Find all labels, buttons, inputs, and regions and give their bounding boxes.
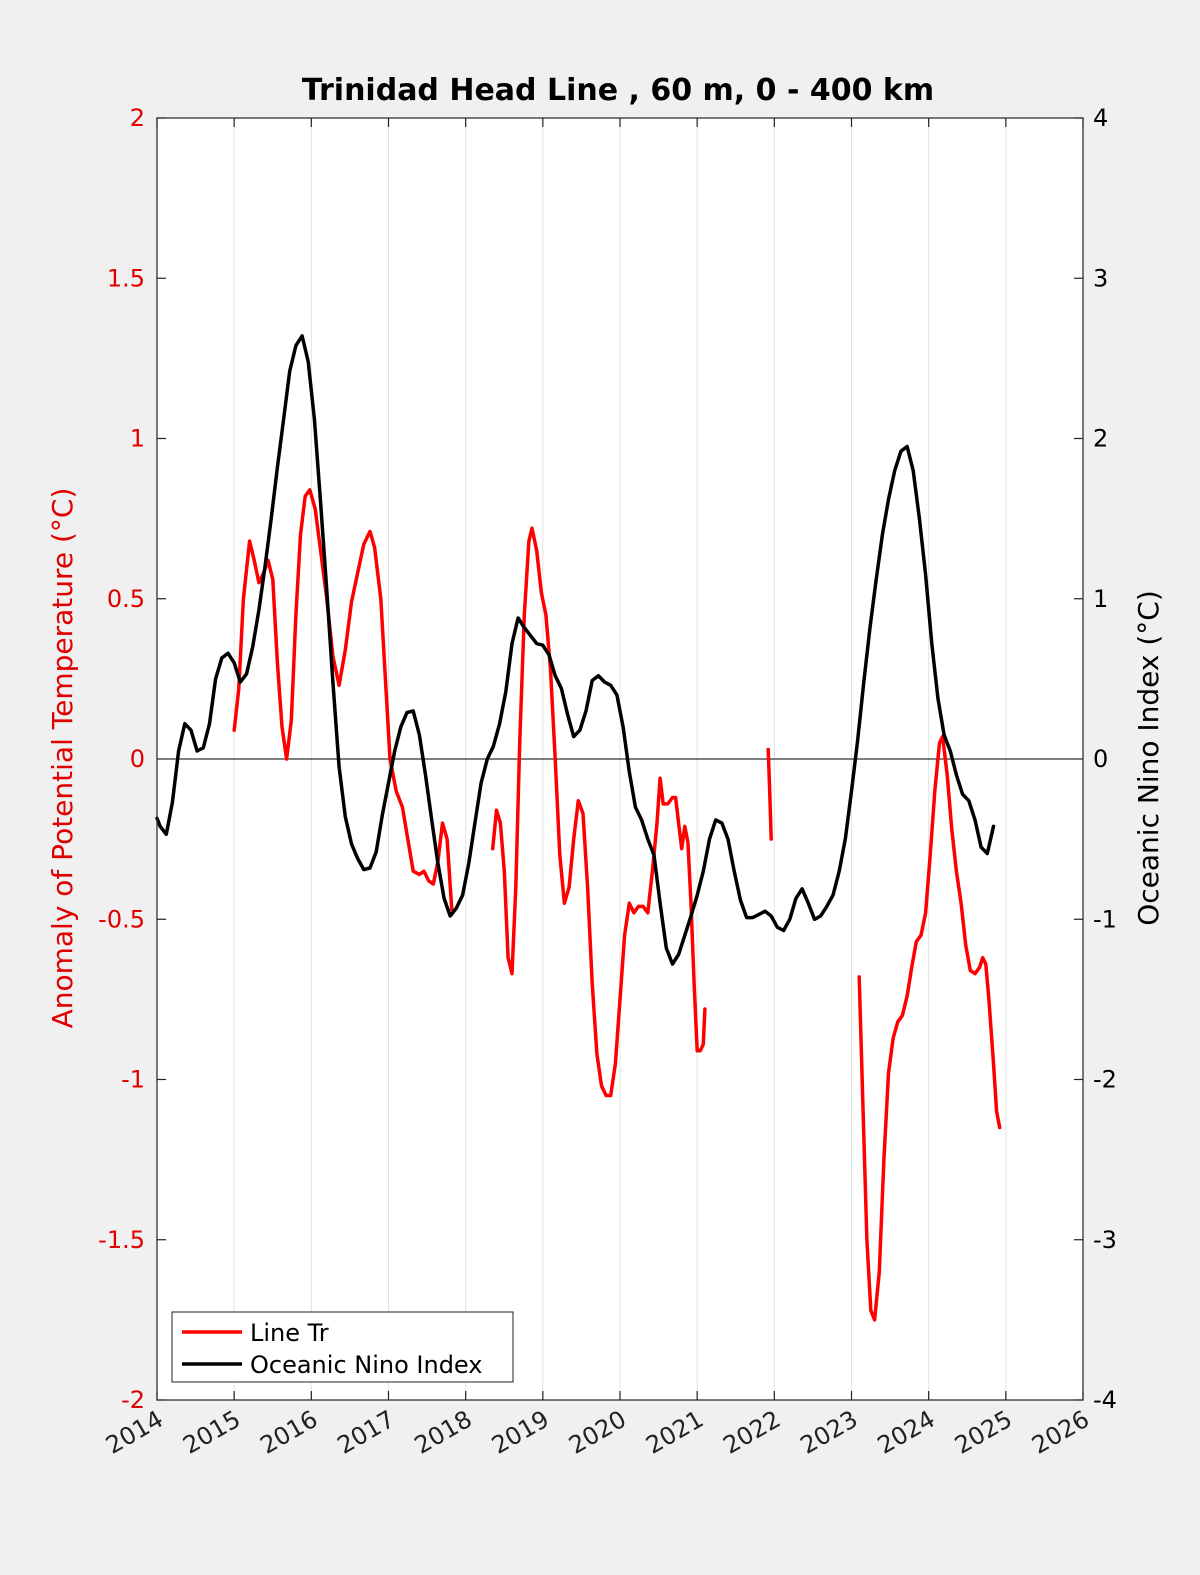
legend: Line Tr Oceanic Nino Index <box>171 1311 514 1383</box>
series-group <box>155 334 1002 1322</box>
y-left-tick-label: -1 <box>121 1066 145 1094</box>
y-left-tick-label: 0.5 <box>107 585 145 613</box>
series-line-tr-segment-3 <box>857 734 1002 1322</box>
x-tick-label: 2019 <box>487 1405 554 1460</box>
x-tick-label: 2017 <box>333 1405 400 1460</box>
y-left-tick-label: 2 <box>130 104 145 132</box>
x-tick-label: 2021 <box>641 1405 708 1460</box>
legend-label-line-tr: Line Tr <box>250 1319 329 1347</box>
x-tick-label: 2022 <box>718 1405 785 1460</box>
x-tick-label: 2015 <box>178 1405 245 1460</box>
y-left-tick-label: -2 <box>121 1386 145 1414</box>
series-oni-segment-0 <box>155 334 996 966</box>
y-right-tick-label: 1 <box>1093 585 1108 613</box>
y-right-tick-label: 0 <box>1093 745 1108 773</box>
y-right-tick-label: 4 <box>1093 104 1108 132</box>
y-left-tick-label: 0 <box>130 745 145 773</box>
y-right-tick-label: -2 <box>1093 1066 1117 1094</box>
x-tick-label: 2023 <box>796 1405 863 1460</box>
y-left-tick-label: 1.5 <box>107 264 145 292</box>
y-right-tick-label: -1 <box>1093 905 1117 933</box>
series-line-tr-segment-0 <box>232 488 454 912</box>
y-axis-left-label: Anomaly of Potential Temperature (°C) <box>46 488 79 1029</box>
legend-label-oni: Oceanic Nino Index <box>250 1351 482 1379</box>
x-tick-label: 2020 <box>564 1405 631 1460</box>
x-tick-label: 2016 <box>255 1405 322 1460</box>
y-axis-right-label: Oceanic Nino Index (°C) <box>1132 590 1165 926</box>
y-right-tick-label: -3 <box>1093 1226 1117 1254</box>
y-right-tick-label: 3 <box>1093 264 1108 292</box>
series-line-tr-segment-2 <box>766 747 773 841</box>
x-tick-label: 2025 <box>950 1405 1017 1460</box>
x-tick-label: 2026 <box>1027 1405 1094 1460</box>
y-right-tick-label: -4 <box>1093 1386 1117 1414</box>
y-right-tick-label: 2 <box>1093 425 1108 453</box>
y-left-tick-label: 1 <box>130 425 145 453</box>
x-tick-label: 2024 <box>873 1405 940 1460</box>
y-left-tick-label: -0.5 <box>98 905 145 933</box>
x-tick-label: 2018 <box>410 1405 477 1460</box>
chart-title: Trinidad Head Line , 60 m, 0 - 400 km <box>302 73 934 108</box>
legend-box <box>171 1311 514 1383</box>
series-line-tr-segment-1 <box>490 526 707 1098</box>
y-left-tick-label: -1.5 <box>98 1226 145 1254</box>
